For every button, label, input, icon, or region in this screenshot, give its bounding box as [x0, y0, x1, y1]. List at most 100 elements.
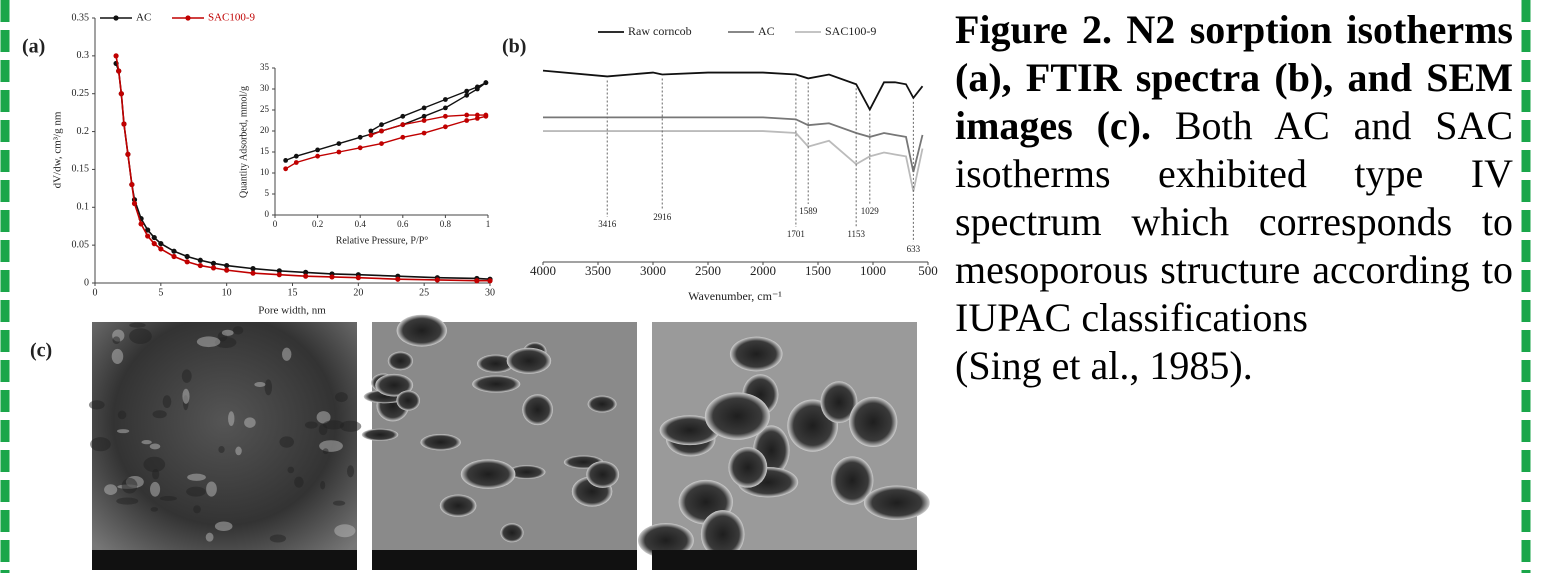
- data-point: [487, 278, 492, 283]
- texture-pore: [586, 461, 619, 488]
- y-tick-label: 5: [265, 188, 270, 198]
- data-point: [224, 268, 229, 273]
- x-tick-label: 0.8: [440, 219, 452, 229]
- sem-images: [89, 315, 930, 570]
- texture-spot: [228, 411, 234, 426]
- y-tick-label: 10: [260, 167, 270, 177]
- peak-label: 2916: [653, 212, 672, 222]
- texture-spot: [206, 481, 217, 496]
- texture-spot: [265, 379, 272, 395]
- peak-label: 1153: [847, 229, 865, 239]
- y-axis-label: Quantity Adsorbed, mmol/g: [238, 86, 249, 198]
- data-point: [211, 265, 216, 270]
- texture-spot: [294, 477, 304, 488]
- data-point: [379, 141, 384, 146]
- texture-spot: [90, 437, 111, 451]
- x-tick-label: 20: [353, 287, 363, 298]
- data-point: [464, 89, 469, 94]
- texture-spot: [270, 534, 286, 542]
- texture-spot: [206, 533, 214, 542]
- x-tick-label: 500: [918, 263, 938, 278]
- x-tick-label: 0.4: [355, 219, 367, 229]
- texture-spot: [151, 507, 158, 511]
- texture-spot: [186, 487, 206, 497]
- data-point: [422, 118, 427, 123]
- texture-spot: [104, 484, 117, 495]
- y-tick-label: 0.3: [77, 50, 90, 61]
- data-point: [464, 93, 469, 98]
- texture-spot: [150, 482, 160, 497]
- x-tick-label: 0: [273, 219, 278, 229]
- x-tick-label: 25: [419, 287, 429, 298]
- texture-spot: [244, 417, 256, 427]
- data-point: [303, 274, 308, 279]
- x-axis-label: Pore width, nm: [258, 305, 326, 317]
- data-line: [543, 71, 923, 110]
- panel-label: (c): [30, 340, 52, 362]
- texture-spot: [334, 524, 355, 537]
- data-point: [315, 148, 320, 153]
- y-axis-label: dV/dw, cm³/g nm: [52, 111, 64, 188]
- texture-pore: [461, 459, 516, 488]
- data-point: [171, 249, 176, 254]
- texture-pore: [420, 434, 460, 450]
- x-tick-label: 1500: [805, 263, 831, 278]
- y-tick-label: 35: [260, 62, 270, 72]
- data-line: [543, 117, 923, 172]
- x-tick-label: 5: [158, 287, 163, 298]
- data-point: [152, 241, 157, 246]
- data-point: [464, 113, 469, 118]
- texture-pore: [472, 375, 520, 392]
- y-tick-label: 0.2: [77, 126, 90, 137]
- data-point: [250, 266, 255, 271]
- data-point: [422, 106, 427, 111]
- texture-pore: [849, 397, 897, 447]
- texture-spot: [254, 382, 265, 387]
- data-point: [158, 241, 163, 246]
- texture-pore: [705, 392, 770, 439]
- legend-marker: [113, 15, 118, 20]
- legend-label: Raw corncob: [628, 24, 692, 38]
- data-point: [119, 91, 124, 96]
- x-tick-label: 0.2: [312, 219, 323, 229]
- y-tick-label: 0.25: [72, 88, 90, 99]
- y-tick-label: 0.05: [72, 239, 90, 250]
- data-point: [422, 114, 427, 119]
- texture-pore: [397, 315, 447, 347]
- peak-label: 3416: [598, 219, 617, 229]
- data-point: [277, 272, 282, 277]
- texture-spot: [187, 474, 206, 481]
- texture-spot: [323, 448, 329, 454]
- data-point: [185, 259, 190, 264]
- data-point: [379, 122, 384, 127]
- y-tick-label: 0: [84, 277, 89, 288]
- data-point: [395, 277, 400, 282]
- texture-spot: [182, 389, 189, 404]
- data-point: [158, 246, 163, 251]
- texture-spot: [233, 326, 243, 334]
- caption: Figure 2. N2 sorption isotherms (a), FTI…: [955, 6, 1513, 390]
- texture-spot: [279, 436, 294, 447]
- data-point: [132, 201, 137, 206]
- data-point: [464, 118, 469, 123]
- caption-citation: (Sing et al., 1985).: [955, 342, 1513, 390]
- data-point: [443, 97, 448, 102]
- x-tick-label: 1: [486, 219, 491, 229]
- data-point: [198, 263, 203, 268]
- texture-pore: [730, 337, 783, 372]
- data-point: [475, 113, 480, 118]
- x-tick-label: 2000: [750, 263, 776, 278]
- x-tick-label: 3500: [585, 263, 611, 278]
- x-tick-label: 4000: [530, 263, 556, 278]
- scale-bar: [372, 550, 637, 570]
- y-tick-label: 0: [265, 209, 270, 219]
- data-point: [329, 274, 334, 279]
- data-point: [185, 254, 190, 259]
- panel-label: (a): [22, 36, 45, 58]
- texture-pore: [864, 486, 930, 520]
- data-point: [358, 145, 363, 150]
- texture-spot: [112, 349, 124, 364]
- texture-spot: [347, 465, 354, 477]
- texture-spot: [143, 457, 165, 472]
- scale-bar: [652, 550, 917, 570]
